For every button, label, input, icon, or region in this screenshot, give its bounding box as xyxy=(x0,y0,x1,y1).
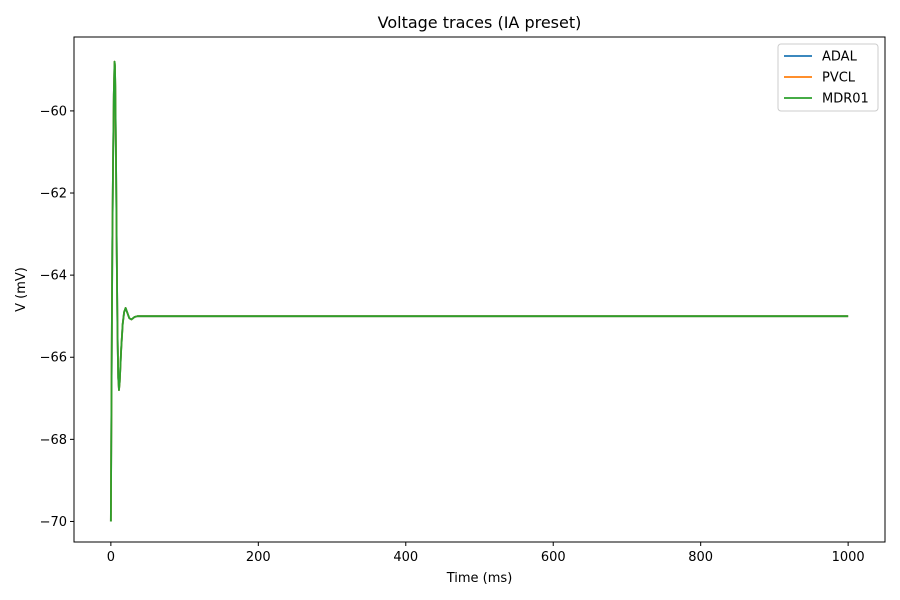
x-axis-label: Time (ms) xyxy=(446,571,513,586)
x-tick-label: 1000 xyxy=(832,550,865,565)
x-axis: 0 200 400 600 800 1000 xyxy=(107,542,865,565)
legend-label: MDR01 xyxy=(822,92,869,107)
x-tick-label: 0 xyxy=(107,550,115,565)
chart-title: Voltage traces (IA preset) xyxy=(378,13,582,32)
y-tick-label: −66 xyxy=(40,351,67,366)
legend-label: PVCL xyxy=(822,71,856,86)
y-tick-label: −60 xyxy=(40,104,67,119)
y-axis: −70 −68 −66 −64 −62 −60 xyxy=(40,104,74,530)
y-tick-label: −64 xyxy=(40,269,67,284)
plot-frame xyxy=(73,36,886,543)
y-tick-label: −70 xyxy=(40,515,67,530)
legend-label: ADAL xyxy=(822,50,858,65)
legend: ADAL PVCL MDR01 xyxy=(777,43,879,112)
x-tick-label: 400 xyxy=(393,550,418,565)
legend-box xyxy=(777,43,879,112)
series-line-mdr01 xyxy=(109,60,849,522)
series-layer xyxy=(109,60,849,522)
y-tick-label: −62 xyxy=(40,187,67,202)
y-axis-label: V (mV) xyxy=(14,267,29,312)
x-tick-label: 600 xyxy=(541,550,566,565)
plot-area xyxy=(73,36,886,543)
x-tick-label: 800 xyxy=(688,550,713,565)
x-tick-label: 200 xyxy=(246,550,271,565)
y-tick-label: −68 xyxy=(40,433,67,448)
